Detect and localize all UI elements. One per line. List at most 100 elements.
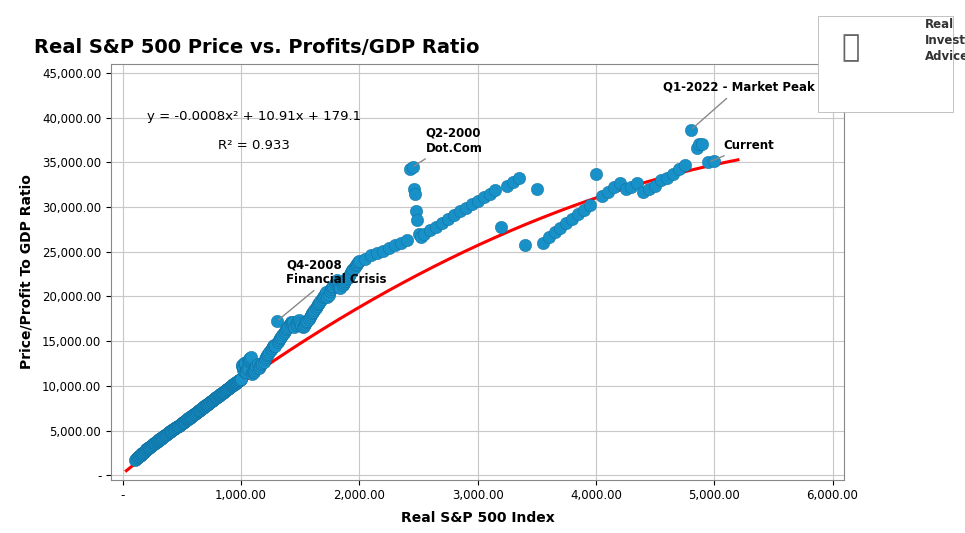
Point <box>281 321 296 330</box>
Point <box>280 324 295 332</box>
Point <box>283 318 298 327</box>
Point <box>237 368 253 377</box>
Point <box>244 369 260 377</box>
Point <box>197 402 212 410</box>
Text: Real S&P 500 Price vs. Profits/GDP Ratio: Real S&P 500 Price vs. Profits/GDP Ratio <box>34 38 480 57</box>
Point <box>295 322 311 331</box>
Point <box>184 411 200 420</box>
Point <box>221 384 236 392</box>
Point <box>172 421 187 430</box>
Point <box>245 368 261 377</box>
Point <box>175 419 190 427</box>
Point <box>173 420 188 429</box>
Point <box>413 232 428 241</box>
Point <box>228 378 243 387</box>
Point <box>302 313 317 321</box>
Point <box>226 380 241 389</box>
Point <box>266 341 282 349</box>
Text: Current: Current <box>711 139 775 161</box>
Point <box>250 360 265 369</box>
Point <box>207 394 223 402</box>
Point <box>275 330 290 339</box>
Point <box>160 429 176 437</box>
Point <box>553 223 568 232</box>
Point <box>226 380 241 389</box>
Point <box>269 317 285 326</box>
Point <box>267 341 283 350</box>
Point <box>135 449 151 457</box>
Point <box>134 449 150 458</box>
Point <box>215 388 231 397</box>
Point <box>169 423 184 431</box>
Point <box>350 258 366 266</box>
Point <box>653 176 669 184</box>
Point <box>205 397 220 405</box>
Point <box>301 314 317 323</box>
Text: R² = 0.933: R² = 0.933 <box>218 139 290 152</box>
Point <box>642 185 657 193</box>
Point <box>246 367 262 376</box>
Point <box>146 440 161 448</box>
Point <box>476 193 491 201</box>
Point <box>206 395 221 404</box>
Point <box>559 219 574 228</box>
Point <box>327 280 343 288</box>
Point <box>219 385 234 394</box>
Point <box>262 348 277 356</box>
Point <box>159 430 175 438</box>
Point <box>264 344 280 352</box>
Point <box>216 387 232 396</box>
Point <box>215 388 231 397</box>
Point <box>179 416 194 424</box>
Point <box>177 417 192 426</box>
Point <box>187 409 203 418</box>
Point <box>178 416 193 425</box>
Point <box>168 424 183 432</box>
Point <box>292 319 308 327</box>
Point <box>349 260 365 269</box>
Point <box>130 453 146 462</box>
Point <box>234 362 249 370</box>
Point <box>487 186 503 195</box>
Point <box>204 397 219 405</box>
Point <box>233 375 248 384</box>
Point <box>511 174 527 183</box>
Point <box>202 399 217 407</box>
Point <box>182 413 198 422</box>
Point <box>409 216 425 225</box>
Point <box>127 456 143 464</box>
Point <box>240 364 256 372</box>
Point <box>239 365 255 373</box>
Point <box>225 381 240 389</box>
Point <box>200 400 215 408</box>
Text: Q1-2022 - Market Peak: Q1-2022 - Market Peak <box>663 81 815 128</box>
Point <box>220 384 235 393</box>
Point <box>191 406 207 415</box>
Point <box>142 442 157 451</box>
Point <box>212 390 228 399</box>
Point <box>232 376 247 384</box>
Point <box>333 284 348 293</box>
Point <box>154 433 170 441</box>
Point <box>138 446 153 455</box>
Point <box>183 413 199 421</box>
Point <box>224 382 239 390</box>
Point <box>287 322 302 331</box>
Point <box>235 363 251 372</box>
Point <box>659 174 675 183</box>
Point <box>136 448 152 456</box>
Point <box>143 442 158 450</box>
Point <box>174 419 189 428</box>
Point <box>387 241 402 250</box>
Point <box>131 452 147 461</box>
Point <box>242 354 258 362</box>
Point <box>231 377 246 385</box>
Point <box>314 295 329 303</box>
Point <box>199 400 214 409</box>
Point <box>190 407 206 416</box>
Point <box>159 430 175 438</box>
Point <box>156 432 172 441</box>
Point <box>241 356 257 364</box>
Point <box>196 402 211 411</box>
Point <box>163 427 179 435</box>
